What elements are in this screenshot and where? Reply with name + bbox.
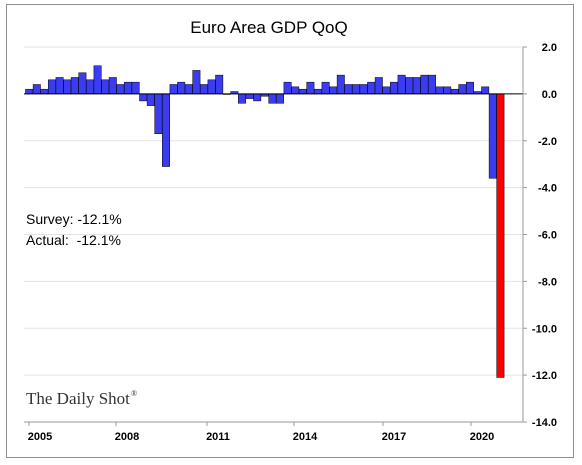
bar — [131, 81, 140, 95]
bar — [359, 84, 368, 95]
bar — [420, 74, 429, 95]
bar — [32, 84, 41, 95]
y-tick-label: -4.0 — [538, 183, 557, 195]
bar — [70, 77, 79, 95]
y-tick-label: -10.0 — [532, 323, 557, 335]
y-tick-label: -12.0 — [532, 370, 557, 382]
x-tick-label: 2005 — [28, 431, 52, 443]
y-tick-label: -14.0 — [532, 417, 557, 429]
x-axis-ticks: 2005 2008 2011 2014 2017 2020 — [28, 422, 494, 443]
bar — [466, 81, 474, 95]
chart-title: Euro Area GDP QoQ — [190, 18, 347, 37]
bar — [412, 77, 421, 95]
bar — [314, 88, 322, 95]
bar — [108, 77, 117, 95]
x-tick-label: 2020 — [470, 431, 494, 443]
bar — [283, 81, 292, 95]
brand-registered-mark: ® — [131, 389, 137, 398]
x-tick-label: 2008 — [115, 431, 139, 443]
bar — [116, 84, 125, 95]
bar — [48, 79, 56, 95]
bar — [298, 88, 307, 95]
brand-logo: The Daily Shot — [26, 389, 130, 408]
annotation-survey: Survey: -12.1% — [26, 211, 122, 227]
bar — [268, 93, 277, 104]
bar — [458, 84, 467, 95]
bar — [329, 86, 338, 95]
bar — [367, 81, 376, 95]
bar — [405, 77, 414, 95]
bar — [101, 79, 110, 95]
bar — [207, 79, 216, 95]
bar — [40, 88, 49, 95]
bar — [291, 86, 300, 95]
bar — [93, 65, 102, 95]
chart-frame: Euro Area GDP QoQ 2.0 0.0 -2.0 -4.0 -6.0 -8.0… — [6, 4, 574, 458]
bar — [238, 93, 246, 104]
x-tick-label: 2014 — [293, 431, 318, 443]
bar — [184, 84, 193, 95]
y-tick-label: -8.0 — [538, 276, 557, 288]
x-tick-label: 2017 — [382, 431, 406, 443]
bar — [192, 70, 201, 95]
bar — [25, 88, 34, 95]
bar — [63, 79, 72, 95]
y-axis-ticks: 2.0 0.0 -2.0 -4.0 -6.0 -8.0 -10.0 -12.0 -14.0 — [523, 42, 557, 429]
bar — [215, 74, 224, 95]
x-tick-label: 2011 — [206, 431, 230, 443]
bar — [352, 84, 360, 95]
bar — [55, 77, 64, 95]
bar — [428, 74, 436, 95]
bar — [336, 74, 345, 95]
y-tick-label: 0.0 — [542, 89, 557, 101]
bar — [146, 93, 155, 106]
bar — [488, 93, 497, 179]
bar — [344, 84, 353, 95]
bar-latest — [496, 93, 505, 378]
bar — [481, 86, 490, 95]
gridlines — [24, 46, 523, 423]
bar — [374, 77, 383, 95]
bar — [169, 84, 178, 95]
annotation-actual: Actual: -12.1% — [26, 232, 121, 248]
bar — [139, 93, 148, 102]
bar — [177, 81, 186, 95]
bar — [200, 84, 208, 95]
bar — [276, 93, 284, 104]
bar — [162, 93, 170, 167]
bar — [321, 81, 330, 95]
bar — [86, 79, 94, 95]
bar — [382, 86, 391, 95]
bar — [450, 88, 459, 95]
bar — [435, 86, 444, 95]
bar — [245, 93, 254, 99]
bar — [443, 86, 452, 95]
y-tick-label: -2.0 — [538, 136, 557, 148]
bar — [390, 81, 398, 95]
gdp-bar-chart: Euro Area GDP QoQ 2.0 0.0 -2.0 -4.0 -6.0 -8.0… — [24, 18, 557, 443]
bar — [253, 93, 262, 102]
bar — [306, 81, 315, 95]
bar — [124, 81, 132, 95]
bar — [397, 74, 406, 95]
y-tick-label: -6.0 — [538, 230, 557, 242]
bar — [78, 72, 87, 95]
bar — [154, 93, 163, 134]
y-tick-label: 2.0 — [542, 42, 557, 54]
